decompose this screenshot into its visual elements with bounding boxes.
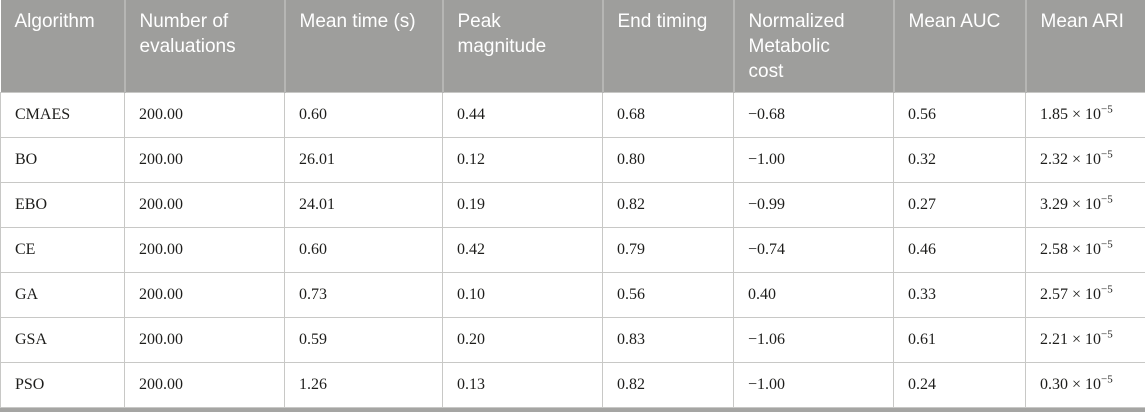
cell-evaluations: 200.00: [124, 136, 285, 183]
header-row: Algorithm Number of evaluations Mean tim…: [0, 0, 1145, 92]
cell-evaluations: 200.00: [124, 316, 285, 363]
cell-mean-auc: 0.56: [893, 91, 1026, 138]
cell-mean-time: 0.73: [284, 271, 443, 318]
cell-mean-ari: 2.57 × 10−5: [1025, 271, 1145, 318]
cell-mean-time: 24.01: [284, 181, 443, 228]
ari-exponent: −5: [1101, 283, 1113, 296]
cell-algorithm: EBO: [0, 181, 125, 228]
ari-exponent: −5: [1101, 238, 1113, 251]
table-row: GSA 200.00 0.59 0.20 0.83 −1.06 0.61 2.2…: [0, 316, 1145, 363]
ari-base: 0.30 × 10: [1040, 375, 1102, 393]
col-header-end-timing: End timing: [601, 0, 734, 92]
cell-evaluations: 200.00: [124, 181, 285, 228]
cell-peak-magnitude: 0.42: [442, 226, 603, 273]
cell-mean-time: 0.60: [284, 91, 443, 138]
cell-metabolic-cost: −0.68: [733, 91, 894, 138]
cell-evaluations: 200.00: [124, 361, 285, 408]
cell-evaluations: 200.00: [124, 226, 285, 273]
table-row: CE 200.00 0.60 0.42 0.79 −0.74 0.46 2.58…: [0, 226, 1145, 273]
cell-evaluations: 200.00: [124, 271, 285, 318]
cell-end-timing: 0.56: [602, 271, 734, 318]
ari-base: 2.21 × 10: [1040, 330, 1102, 348]
col-header-mean-auc: Mean AUC: [892, 0, 1026, 92]
cell-mean-time: 26.01: [284, 136, 443, 183]
cell-peak-magnitude: 0.20: [442, 316, 603, 363]
cell-end-timing: 0.82: [602, 181, 734, 228]
col-header-algorithm: Algorithm: [0, 0, 125, 92]
cell-mean-ari: 2.32 × 10−5: [1025, 136, 1145, 183]
ari-exponent: −5: [1101, 373, 1113, 386]
cell-mean-auc: 0.32: [893, 136, 1026, 183]
cell-end-timing: 0.82: [602, 361, 734, 408]
table-row: BO 200.00 26.01 0.12 0.80 −1.00 0.32 2.3…: [0, 136, 1145, 183]
ari-exponent: −5: [1101, 103, 1113, 116]
table-row: CMAES 200.00 0.60 0.44 0.68 −0.68 0.56 1…: [0, 91, 1145, 138]
cell-peak-magnitude: 0.13: [442, 361, 603, 408]
cell-evaluations: 200.00: [124, 91, 285, 138]
table-header: Algorithm Number of evaluations Mean tim…: [0, 0, 1145, 92]
cell-end-timing: 0.83: [602, 316, 734, 363]
col-header-metabolic-cost: Normalized Metabolic cost: [732, 0, 894, 92]
cell-algorithm: GA: [0, 271, 125, 318]
ari-exponent: −5: [1101, 148, 1113, 161]
cell-mean-auc: 0.27: [893, 181, 1026, 228]
cell-metabolic-cost: −0.99: [733, 181, 894, 228]
cell-algorithm: GSA: [0, 316, 125, 363]
cell-metabolic-cost: −1.00: [733, 136, 894, 183]
table-body: CMAES 200.00 0.60 0.44 0.68 −0.68 0.56 1…: [0, 91, 1145, 408]
col-header-mean-time: Mean time (s): [283, 0, 443, 92]
cell-mean-auc: 0.24: [893, 361, 1026, 408]
ari-base: 3.29 × 10: [1040, 195, 1102, 213]
cell-metabolic-cost: −1.00: [733, 361, 894, 408]
cell-mean-auc: 0.33: [893, 271, 1026, 318]
cell-metabolic-cost: −1.06: [733, 316, 894, 363]
cell-mean-time: 0.60: [284, 226, 443, 273]
table-row: PSO 200.00 1.26 0.13 0.82 −1.00 0.24 0.3…: [0, 361, 1145, 408]
table-bottom-rule: [0, 407, 1145, 412]
cell-mean-auc: 0.46: [893, 226, 1026, 273]
table-row: EBO 200.00 24.01 0.19 0.82 −0.99 0.27 3.…: [0, 181, 1145, 228]
cell-mean-time: 1.26: [284, 361, 443, 408]
cell-mean-ari: 2.58 × 10−5: [1025, 226, 1145, 273]
ari-exponent: −5: [1101, 328, 1113, 341]
cell-end-timing: 0.68: [602, 91, 734, 138]
col-header-peak-magnitude: Peak magnitude: [441, 0, 603, 92]
cell-metabolic-cost: −0.74: [733, 226, 894, 273]
cell-end-timing: 0.80: [602, 136, 734, 183]
cell-end-timing: 0.79: [602, 226, 734, 273]
cell-mean-time: 0.59: [284, 316, 443, 363]
cell-metabolic-cost: 0.40: [733, 271, 894, 318]
cell-mean-auc: 0.61: [893, 316, 1026, 363]
ari-base: 1.85 × 10: [1040, 105, 1102, 123]
cell-peak-magnitude: 0.44: [442, 91, 603, 138]
cell-peak-magnitude: 0.10: [442, 271, 603, 318]
ari-exponent: −5: [1101, 193, 1113, 206]
table-row: GA 200.00 0.73 0.10 0.56 0.40 0.33 2.57 …: [0, 271, 1145, 318]
cell-peak-magnitude: 0.19: [442, 181, 603, 228]
cell-mean-ari: 2.21 × 10−5: [1025, 316, 1145, 363]
ari-base: 2.32 × 10: [1040, 150, 1102, 168]
cell-peak-magnitude: 0.12: [442, 136, 603, 183]
cell-algorithm: PSO: [0, 361, 125, 408]
cell-mean-ari: 3.29 × 10−5: [1025, 181, 1145, 228]
col-header-mean-ari: Mean ARI: [1024, 0, 1145, 92]
cell-algorithm: CE: [0, 226, 125, 273]
cell-algorithm: BO: [0, 136, 125, 183]
col-header-evaluations: Number of evaluations: [123, 0, 285, 92]
cell-mean-ari: 1.85 × 10−5: [1025, 91, 1145, 138]
ari-base: 2.58 × 10: [1040, 240, 1102, 258]
cell-algorithm: CMAES: [0, 91, 125, 138]
ari-base: 2.57 × 10: [1040, 285, 1102, 303]
cell-mean-ari: 0.30 × 10−5: [1025, 361, 1145, 408]
